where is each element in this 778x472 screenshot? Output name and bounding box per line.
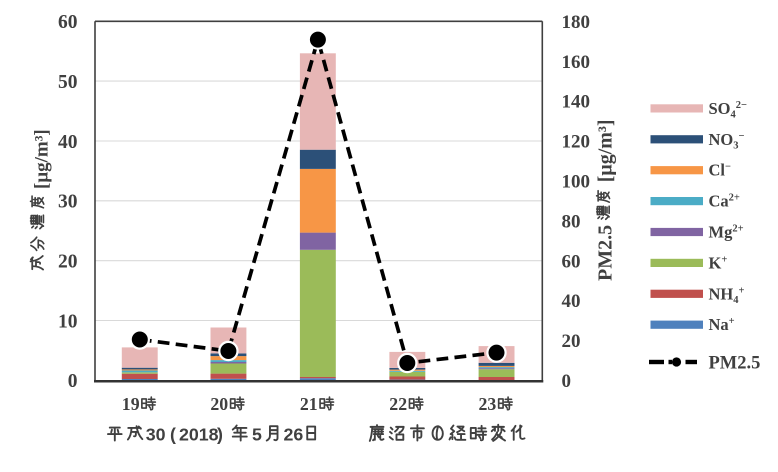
svg-text:PM2.5: PM2.5 xyxy=(594,225,616,281)
svg-text:10: 10 xyxy=(58,311,78,332)
svg-text:5: 5 xyxy=(252,425,262,445)
svg-text:140: 140 xyxy=(562,92,591,113)
svg-text:60: 60 xyxy=(58,12,78,33)
svg-text:26: 26 xyxy=(284,425,304,445)
svg-text:NO3−: NO3− xyxy=(709,130,745,152)
svg-text:Ca2+: Ca2+ xyxy=(709,192,740,211)
svg-text:0: 0 xyxy=(68,371,78,392)
svg-text:K+: K+ xyxy=(709,253,728,272)
svg-text:100: 100 xyxy=(562,172,591,193)
svg-text:20: 20 xyxy=(58,252,78,273)
svg-text:80: 80 xyxy=(562,211,581,232)
svg-text:20: 20 xyxy=(210,394,228,414)
svg-text:21: 21 xyxy=(300,394,318,414)
svg-text:40: 40 xyxy=(58,132,78,153)
svg-text:180: 180 xyxy=(562,12,591,33)
svg-text:[μg/m³]: [μg/m³] xyxy=(594,119,616,182)
svg-text:50: 50 xyxy=(58,72,78,93)
svg-text:NH4+: NH4+ xyxy=(709,284,745,306)
svg-text:PM2.5: PM2.5 xyxy=(709,354,761,374)
svg-text:): ) xyxy=(217,425,223,445)
svg-text:40: 40 xyxy=(562,291,581,312)
svg-text:160: 160 xyxy=(562,52,591,73)
svg-text:Mg2+: Mg2+ xyxy=(709,223,744,242)
svg-text:120: 120 xyxy=(562,132,591,153)
svg-text:60: 60 xyxy=(562,251,581,272)
svg-text:[μg/m³]: [μg/m³] xyxy=(32,129,53,189)
svg-text:SO42−: SO42− xyxy=(709,99,748,121)
svg-text:2018: 2018 xyxy=(179,425,219,445)
svg-text:(: ( xyxy=(170,425,176,445)
svg-text:0: 0 xyxy=(562,371,572,392)
svg-text:23: 23 xyxy=(479,394,497,414)
svg-text:Na+: Na+ xyxy=(709,315,735,334)
svg-text:20: 20 xyxy=(562,331,581,352)
svg-text:19: 19 xyxy=(122,394,140,414)
svg-text:30: 30 xyxy=(58,192,78,213)
svg-text:22: 22 xyxy=(389,394,407,414)
svg-text:Cl−: Cl− xyxy=(709,161,732,180)
svg-text:30: 30 xyxy=(146,425,166,445)
